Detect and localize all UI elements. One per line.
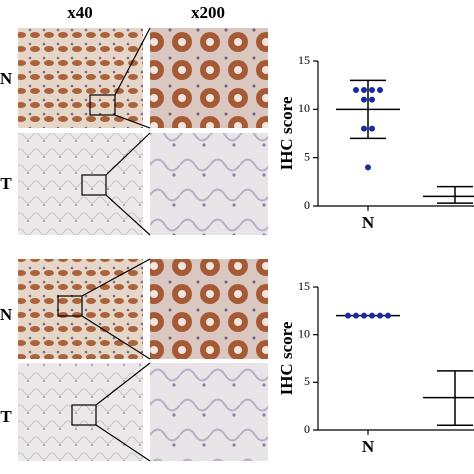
row-label: T [0, 174, 12, 193]
row-label: N [0, 305, 13, 324]
y-tick-label: 15 [298, 53, 310, 67]
y-tick-label: 0 [304, 422, 310, 436]
data-point [369, 87, 375, 93]
image [18, 363, 143, 461]
y-tick-label: 0 [304, 198, 310, 212]
data-point [369, 312, 375, 319]
data-point [361, 96, 367, 103]
image [150, 133, 268, 235]
data-point [377, 87, 383, 93]
image [18, 28, 143, 128]
data-point [377, 312, 383, 319]
y-tick-label: 15 [298, 279, 310, 293]
x-tick-label: N [362, 437, 375, 456]
column-label: x40 [67, 3, 93, 22]
row-label: T [0, 407, 12, 426]
data-point [345, 312, 351, 319]
y-axis-title: IHC score [277, 96, 296, 170]
y-tick-label: 10 [298, 101, 310, 115]
y-tick-label: 5 [304, 374, 310, 388]
image [150, 259, 268, 359]
micrographs [18, 27, 268, 462]
data-point [361, 312, 367, 319]
data-point [369, 125, 375, 132]
data-point [365, 164, 371, 171]
row-label: N [0, 69, 13, 88]
column-label: x200 [191, 3, 225, 22]
data-point [369, 96, 375, 103]
data-point [361, 125, 367, 132]
y-tick-label: 5 [304, 149, 310, 163]
image [18, 259, 143, 359]
data-point [353, 87, 359, 93]
data-point [361, 87, 367, 93]
y-axis-title: IHC score [277, 321, 296, 395]
image [150, 363, 268, 461]
image [18, 133, 143, 235]
y-tick-label: 10 [298, 326, 310, 340]
data-point [353, 312, 359, 319]
data-point [385, 312, 391, 319]
image [150, 28, 268, 128]
x-tick-label: N [362, 213, 375, 232]
